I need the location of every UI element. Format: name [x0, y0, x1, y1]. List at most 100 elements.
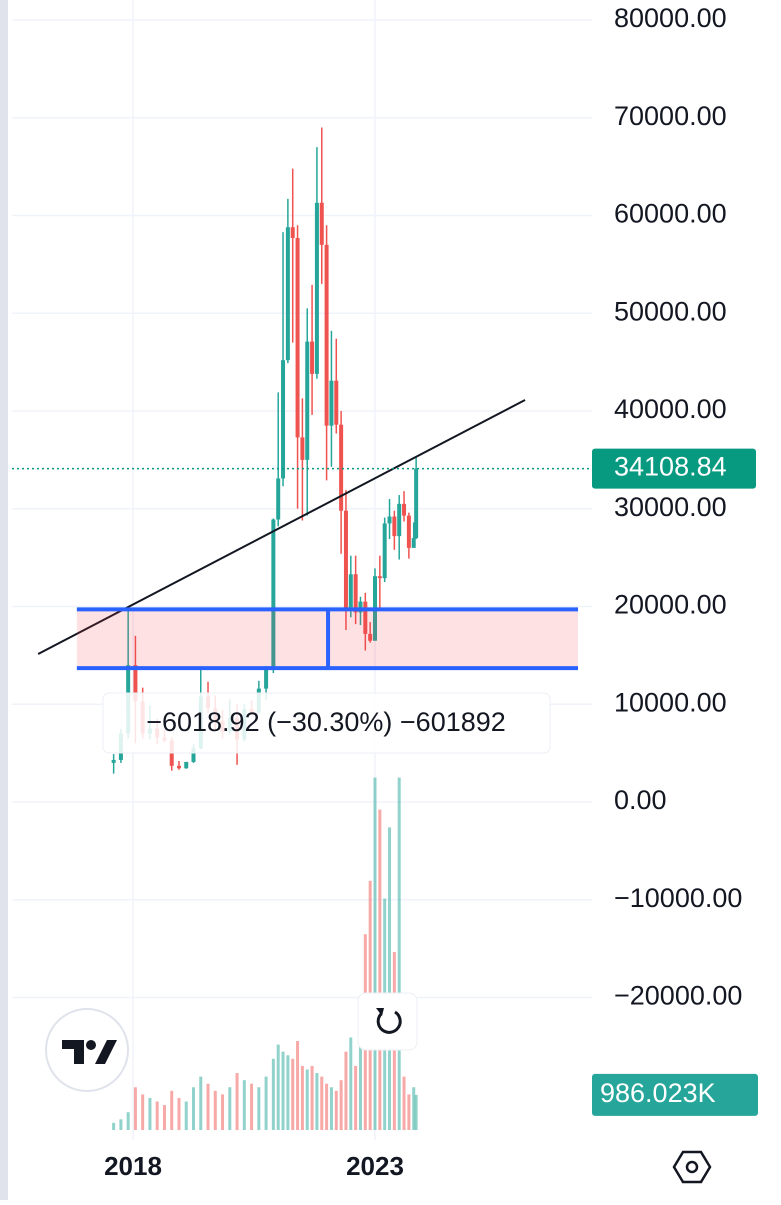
volume-bar — [310, 1065, 314, 1130]
candle-body — [329, 380, 334, 426]
volume-bar — [344, 1051, 348, 1130]
volume-bar — [402, 1076, 406, 1130]
volume-bar — [228, 1087, 232, 1130]
y-tick-label: 60000.00 — [614, 199, 727, 229]
volume-bar — [291, 1058, 295, 1130]
y-tick-label: 70000.00 — [614, 101, 727, 131]
candle-body — [353, 574, 358, 613]
logo-circle[interactable] — [45, 1008, 129, 1092]
candle-body — [368, 633, 373, 641]
candle-body — [387, 516, 392, 524]
volume-bar — [242, 1080, 246, 1130]
candle-body — [411, 538, 416, 548]
volume-bar — [162, 1105, 166, 1130]
volume-bar — [412, 1087, 416, 1130]
reset-icon — [376, 1010, 402, 1034]
y-tick-label: 20000.00 — [614, 590, 727, 620]
volume-bar — [155, 1101, 159, 1130]
y-tick-label: −20000.00 — [614, 981, 742, 1011]
volume-bar — [192, 1087, 195, 1130]
volume-bar — [296, 1041, 300, 1130]
last-volume-box — [592, 1073, 758, 1116]
y-tick-label: 0.00 — [614, 785, 667, 815]
volume-bar — [315, 1073, 319, 1130]
volume-bar — [213, 1090, 217, 1130]
volume-bar — [373, 777, 377, 1130]
last-price-box — [592, 448, 756, 489]
volume-bar — [339, 1080, 343, 1130]
candle-body — [310, 341, 315, 374]
volume-bar — [300, 1065, 304, 1130]
y-tick-label: 40000.00 — [614, 394, 727, 424]
x-tick-label: 2018 — [104, 1151, 162, 1181]
volume-bar — [250, 1083, 254, 1130]
volume-bar — [177, 1097, 181, 1130]
measure-box — [102, 692, 551, 754]
candle-body — [358, 601, 363, 613]
candle-body — [285, 227, 290, 361]
volume-bar — [221, 1094, 225, 1130]
volume-bar — [170, 1090, 174, 1130]
candles — [111, 127, 419, 774]
volume-bar — [354, 1065, 358, 1130]
logo-dot — [86, 1040, 96, 1050]
trend-line — [37, 399, 526, 655]
volume-bar — [112, 1122, 116, 1130]
volume-bar — [407, 1094, 411, 1130]
volume-bar — [257, 1087, 261, 1130]
candle-body — [339, 424, 344, 511]
volume-bar — [119, 1119, 123, 1130]
volume-bar — [329, 1087, 333, 1130]
candle-body — [191, 748, 196, 762]
logo-mark — [62, 1040, 117, 1064]
candle-body — [271, 519, 276, 668]
candle-body — [264, 667, 269, 689]
tradingview-logo[interactable] — [45, 1008, 129, 1092]
candle-body — [300, 437, 305, 460]
volume-bar — [320, 1076, 324, 1130]
volume-bar — [141, 1094, 145, 1130]
price-axis: 80000.00 70000.00 60000.00 50000.00 40000.00… — [104, 3, 758, 1181]
candle-body — [176, 765, 181, 769]
y-tick-label: 50000.00 — [614, 296, 727, 326]
grid — [12, 0, 592, 1140]
reset-box[interactable] — [357, 992, 418, 1051]
candle-body — [382, 523, 387, 579]
volume-bar — [206, 1083, 210, 1130]
reset-button[interactable] — [357, 992, 418, 1051]
candle-body — [397, 503, 402, 537]
volume-bar — [126, 1112, 130, 1130]
candle-body — [402, 503, 407, 516]
volume-bar — [281, 1051, 285, 1130]
volume-bar — [349, 1037, 353, 1130]
volume-bar — [235, 1073, 239, 1130]
candle-body — [281, 360, 286, 479]
volume-bar — [271, 1058, 275, 1130]
y-tick-label: 30000.00 — [614, 492, 727, 522]
volume-bar — [199, 1076, 203, 1130]
volume-bar — [276, 1044, 280, 1130]
candle-body — [348, 574, 353, 608]
volume-bar — [305, 1069, 309, 1130]
last-volume-label: 986.023K — [600, 1078, 716, 1108]
left-edge — [0, 0, 8, 1200]
volume-bar — [184, 1101, 188, 1130]
volume-bar — [334, 1090, 338, 1130]
settings-button[interactable] — [672, 1150, 712, 1184]
y-tick-label: 80000.00 — [614, 3, 727, 33]
candle-body — [319, 202, 324, 245]
candle-body — [314, 202, 319, 374]
last-price-label: 34108.84 — [614, 452, 727, 482]
measure-label: −6018.92 (−30.30%) −601892 — [146, 707, 506, 737]
volume-bar — [397, 777, 401, 1130]
candle-body — [406, 515, 411, 548]
candle-body — [290, 227, 295, 238]
candle-body — [343, 510, 348, 608]
volume-bar — [388, 827, 392, 1130]
volume-bar — [414, 1094, 418, 1130]
settings-hexagon[interactable] — [672, 1150, 712, 1184]
volume-pane — [112, 777, 418, 1130]
volume-bar — [148, 1097, 152, 1130]
